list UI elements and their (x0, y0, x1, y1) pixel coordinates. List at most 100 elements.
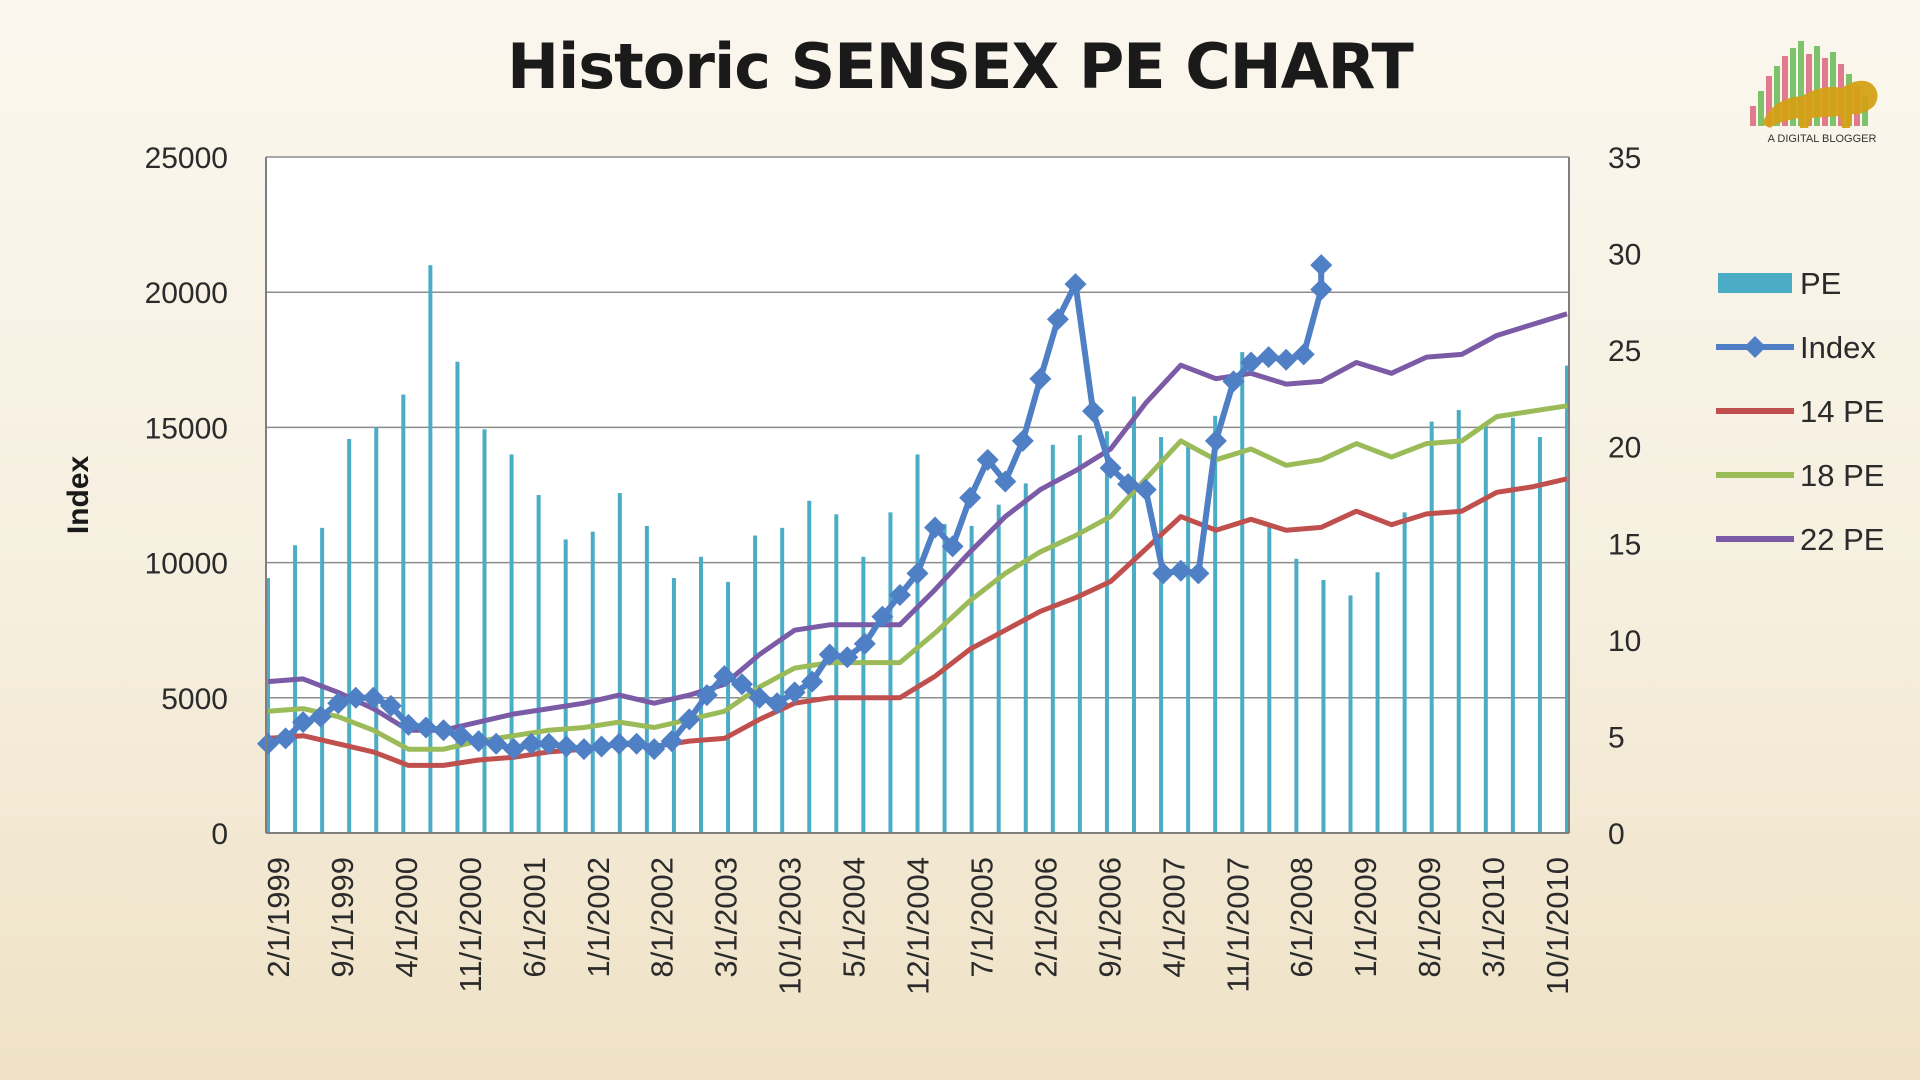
x-tick-label: 10/1/2010 (1540, 857, 1575, 995)
y-ticks-left: 0 5000 10000 15000 20000 25000 (145, 142, 228, 851)
x-tick-label: 6/1/2008 (1284, 857, 1319, 978)
index-marker (327, 692, 350, 715)
legend-label: PE (1800, 266, 1841, 301)
x-tick-label: 11/1/2007 (1220, 857, 1255, 993)
index-marker (730, 673, 753, 696)
x-ticks: 2/1/1999 9/1/1999 4/1/2000 11/1/2000 6/1/200… (261, 857, 1575, 995)
x-tick-label: 4/1/2007 (1156, 857, 1191, 978)
pe-bar (861, 556, 866, 833)
index-marker (257, 732, 279, 755)
index-marker (783, 681, 806, 704)
index-marker (1240, 351, 1263, 374)
pe-bar (563, 539, 568, 833)
index-markers (257, 254, 1333, 761)
index-marker (871, 605, 894, 628)
index-marker (1187, 562, 1210, 585)
index-marker (309, 705, 332, 728)
pe-bar (753, 535, 758, 833)
index-marker (748, 686, 771, 709)
series-line-14-pe (267, 476, 1568, 768)
index-marker (520, 732, 543, 755)
index-marker (1292, 343, 1315, 366)
pe-bar (942, 523, 947, 833)
pe-bar (266, 578, 270, 833)
x-tick-label: 8/1/2002 (645, 857, 680, 978)
y-tick-label: 15000 (145, 412, 228, 445)
y2-tick-label: 25 (1608, 335, 1641, 368)
pe-bar (644, 525, 649, 833)
pe-bar (428, 265, 433, 833)
pe-bar (1267, 523, 1272, 833)
x-tick-label: 2/1/1999 (261, 857, 296, 978)
pe-bar (1186, 442, 1191, 833)
logo-bull-icon (1762, 80, 1878, 128)
pe-bar (1402, 512, 1407, 833)
index-marker (1029, 367, 1052, 390)
x-tick-label: 9/1/2006 (1092, 857, 1127, 978)
pe-bar (617, 493, 622, 833)
pe-bar (1565, 365, 1569, 833)
index-marker (678, 708, 701, 731)
pe-bar (1321, 579, 1326, 833)
pe-bar (536, 495, 541, 833)
pe-bar (1456, 410, 1461, 833)
index-marker (1222, 370, 1245, 393)
pe-bar (969, 525, 974, 833)
pe-bar (671, 578, 676, 833)
series-line-22-pe (267, 311, 1568, 733)
x-tick-label: 4/1/2000 (389, 857, 424, 978)
index-marker (836, 646, 859, 669)
x-tick-label: 9/1/1999 (325, 857, 360, 978)
index-marker (1204, 429, 1227, 452)
legend: PE Index 14 PE 18 PE 22 PE (1716, 266, 1884, 557)
index-marker (362, 686, 385, 709)
index-marker (643, 738, 666, 761)
pe-bar (1240, 352, 1245, 833)
x-tick-label: 8/1/2009 (1412, 857, 1447, 978)
y-tick-label: 20000 (145, 277, 228, 310)
index-marker (713, 665, 736, 688)
y-axis-label: Index (62, 456, 95, 535)
index-marker (695, 684, 718, 707)
pe-bar (509, 454, 514, 833)
index-marker (1046, 308, 1069, 331)
index-marker (1117, 473, 1140, 496)
index-marker (941, 535, 964, 558)
legend-label: 18 PE (1800, 458, 1884, 493)
pe-bar (1104, 431, 1109, 833)
x-tick-label: 10/1/2003 (773, 857, 808, 995)
index-marker (959, 486, 982, 509)
index-marker (292, 711, 315, 734)
x-tick-label: 1/1/2009 (1348, 857, 1383, 978)
index-marker (1152, 562, 1175, 585)
index-marker (1099, 456, 1122, 479)
index-marker (502, 738, 525, 761)
logo: A DIGITAL BLOGGER (1750, 41, 1878, 145)
y-tick-label: 25000 (145, 142, 228, 175)
pe-bar (347, 438, 352, 833)
legend-label: Index (1800, 330, 1876, 365)
index-marker (766, 692, 789, 715)
pe-bar (1213, 415, 1218, 833)
pe-bar (1429, 421, 1434, 833)
pe-bar (780, 527, 785, 833)
index-marker (1064, 273, 1087, 296)
x-tick-label: 6/1/2001 (517, 857, 552, 978)
y2-tick-label: 35 (1608, 142, 1641, 175)
index-marker (818, 643, 841, 666)
index-marker (555, 735, 578, 758)
pe-bar (1050, 444, 1055, 833)
index-marker (379, 694, 402, 717)
x-tick-label: 11/1/2000 (453, 857, 488, 993)
y-tick-label: 10000 (145, 548, 228, 581)
pe-bar (1077, 435, 1082, 833)
y2-tick-label: 30 (1608, 239, 1641, 272)
x-tick-label: 3/1/2003 (709, 857, 744, 978)
index-marker (414, 716, 437, 739)
pe-bar (1537, 437, 1542, 833)
pe-bar (455, 361, 460, 833)
logo-text: A DIGITAL BLOGGER (1768, 133, 1877, 145)
index-marker (608, 732, 631, 755)
index-marker (485, 732, 508, 755)
